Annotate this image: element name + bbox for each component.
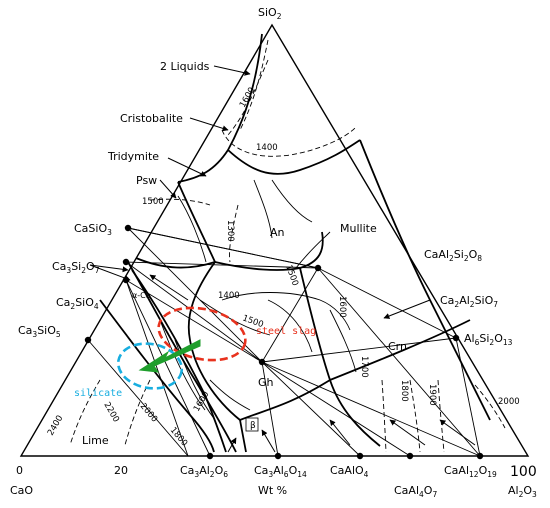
label-caal2si2o8: CaAl2Si2O8 xyxy=(424,248,482,263)
vertex-cao-value: 0 xyxy=(16,464,23,477)
field-beta: β xyxy=(250,421,256,431)
field-gh: Gh xyxy=(258,376,274,389)
isotherm-lines xyxy=(69,39,506,453)
iso-1700: 1700 xyxy=(359,356,369,378)
field-2-liquids: 2 Liquids xyxy=(160,60,210,73)
label-caal12o19: CaAl12O19 xyxy=(444,464,497,479)
vertex-cao-label: CaO xyxy=(10,484,33,497)
field-lime: Lime xyxy=(82,434,109,447)
point-casio3 xyxy=(124,224,132,232)
iso-1500-left: 1500 xyxy=(142,197,164,207)
iso-2000-low: 2000 xyxy=(138,402,160,425)
vertex-sio2-label: SiO2 xyxy=(258,6,282,21)
field-psw: Psw xyxy=(136,174,157,187)
silicate-label: silicate xyxy=(74,388,122,399)
isotherm-solid xyxy=(159,179,357,421)
iso-1900: 1900 xyxy=(427,384,437,406)
iso-1600-top: 1600 xyxy=(238,86,257,110)
label-ca2al2sio7: Ca2Al2SiO7 xyxy=(440,294,498,309)
iso-2400: 2400 xyxy=(46,414,65,438)
silicate-ellipse xyxy=(116,342,184,390)
point-ca3al6o14 xyxy=(274,452,282,460)
label-ca2sio4: Ca2SiO4 xyxy=(56,296,99,311)
vertex-al2o3-value: 100 xyxy=(510,464,537,480)
iso-1400-top: 1400 xyxy=(256,143,278,153)
point-caal12o19 xyxy=(476,452,484,460)
field-cristobalite: Cristobalite xyxy=(120,112,183,125)
point-ca2sio4 xyxy=(122,276,130,284)
label-ca3si2o7: Ca3Si2O7 xyxy=(52,260,100,275)
label-al6si2o13: Al6Si2O13 xyxy=(464,332,513,347)
steel-slag-ellipse xyxy=(157,306,247,362)
point-caal2si2o8 xyxy=(314,264,322,272)
point-ca3al2o6 xyxy=(206,452,214,460)
field-tridymite: Tridymite xyxy=(107,150,159,163)
slag-to-silicate-arrow xyxy=(138,339,201,373)
label-ca3al6o14: Ca3Al6O14 xyxy=(254,464,307,479)
triangle-outline xyxy=(19,23,530,457)
field-mullite: Mullite xyxy=(340,222,377,235)
iso-1600-right: 1600 xyxy=(337,296,347,318)
label-caalo4: CaAlO4 xyxy=(330,464,369,479)
vertex-al2o3-label: Al2O3 xyxy=(508,484,537,499)
iso-2000-right: 2000 xyxy=(498,397,520,407)
field-an: An xyxy=(270,226,285,239)
steel-slag-label: steel slag xyxy=(256,326,316,337)
label-ca3al2o6: Ca3Al2O6 xyxy=(180,464,228,479)
point-caal4o7 xyxy=(406,452,414,460)
iso-1300: 1300 xyxy=(225,220,235,242)
beta-box xyxy=(245,417,259,432)
point-ca3sio5 xyxy=(84,336,92,344)
compound-points xyxy=(84,224,484,460)
label-caal4o7: CaAl4O7 xyxy=(394,484,437,499)
iso-1800-right: 1800 xyxy=(399,380,409,402)
axis-tick-20: 20 xyxy=(114,464,128,477)
iso-1400-mid: 1400 xyxy=(218,291,240,301)
point-caalo4 xyxy=(356,452,364,460)
field-crn: Crn xyxy=(388,340,407,353)
axis-unit-label: Wt % xyxy=(258,484,287,497)
field-alpha-c2s: α-Ca xyxy=(132,291,151,300)
point-ca2al2sio7 xyxy=(258,358,266,366)
label-ca3sio5: Ca3SiO5 xyxy=(18,324,61,339)
label-casio3: CaSiO3 xyxy=(74,222,112,237)
point-al6si2o13 xyxy=(452,334,460,342)
leader-arrows xyxy=(89,65,476,453)
iso-2200: 2200 xyxy=(101,401,120,425)
point-ca3si2o7 xyxy=(122,258,130,266)
